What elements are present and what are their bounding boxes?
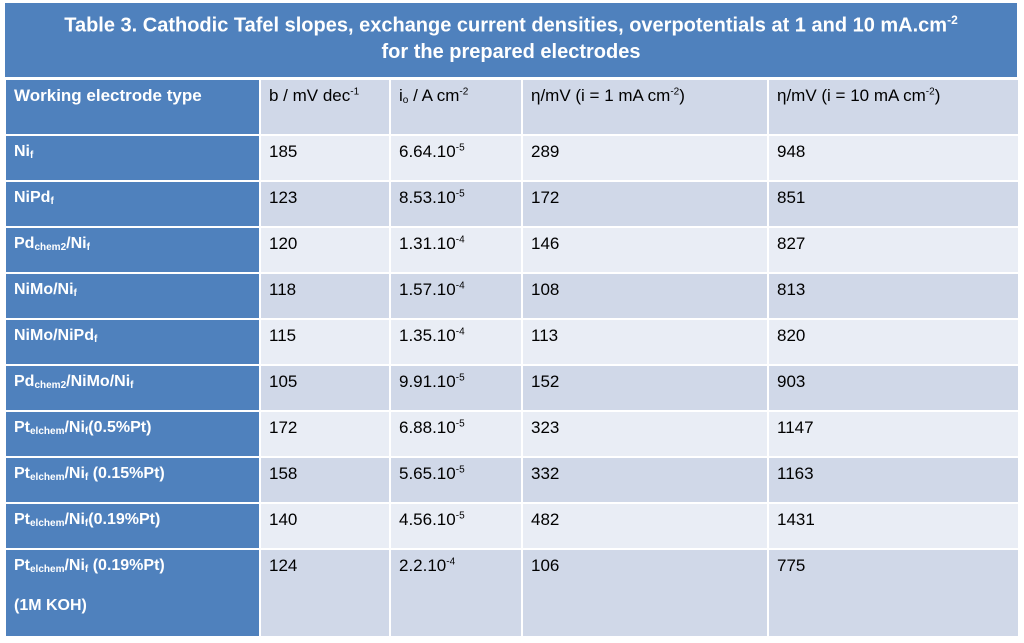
table-row: Ptelchem/Nif(0.5%Pt) 172 6.88.10-5 323 1147 [4, 410, 1020, 458]
overpotential-1-cell: 323 [521, 410, 769, 458]
overpotential-1-cell: 482 [521, 502, 769, 550]
exchange-current-cell: 6.88.10-5 [389, 410, 523, 458]
header-tafel-slope: b / mV dec-1 [259, 78, 391, 136]
overpotential-1-cell: 113 [521, 318, 769, 366]
exchange-current-cell: 5.65.10-5 [389, 456, 523, 504]
table-row: Pdchem2/NiMo/Nif 105 9.91.10-5 152 903 [4, 364, 1020, 412]
data-table: Working electrode type b / mV dec-1 io /… [4, 78, 1020, 638]
exchange-current-cell: 9.91.10-5 [389, 364, 523, 412]
tafel-slope-cell: 123 [259, 180, 391, 228]
tafel-slope-cell: 118 [259, 272, 391, 320]
electrode-cell: Pdchem2/NiMo/Nif [4, 364, 261, 412]
overpotential-10-cell: 1163 [767, 456, 1020, 504]
electrode-cell: NiPdf [4, 180, 261, 228]
table-row: Nif 185 6.64.10-5 289 948 [4, 134, 1020, 182]
tafel-slope-cell: 172 [259, 410, 391, 458]
electrode-cell: Ptelchem/Nif (0.19%Pt) (1M KOH) [4, 548, 261, 638]
overpotential-1-cell: 172 [521, 180, 769, 228]
exchange-current-cell: 8.53.10-5 [389, 180, 523, 228]
electrode-cell: Ptelchem/Nif(0.5%Pt) [4, 410, 261, 458]
tafel-slope-cell: 124 [259, 548, 391, 638]
electrode-cell: NiMo/NiPdf [4, 318, 261, 366]
header-overpotential-1: η/mV (i = 1 mA cm-2) [521, 78, 769, 136]
table-row: NiMo/NiPdf 115 1.35.10-4 113 820 [4, 318, 1020, 366]
tafel-slope-cell: 185 [259, 134, 391, 182]
electrode-note: (1M KOH) [14, 597, 87, 614]
overpotential-10-cell: 851 [767, 180, 1020, 228]
table-row: NiMo/Nif 118 1.57.10-4 108 813 [4, 272, 1020, 320]
overpotential-1-cell: 106 [521, 548, 769, 638]
tafel-slope-cell: 115 [259, 318, 391, 366]
table-row: Ptelchem/Nif (0.15%Pt) 158 5.65.10-5 332 116… [4, 456, 1020, 504]
tafel-slope-cell: 158 [259, 456, 391, 504]
electrode-cell: Nif [4, 134, 261, 182]
header-row: Working electrode type b / mV dec-1 io /… [4, 78, 1020, 136]
exchange-current-cell: 1.57.10-4 [389, 272, 523, 320]
header-overpotential-10: η/mV (i = 10 mA cm-2) [767, 78, 1020, 136]
overpotential-1-cell: 289 [521, 134, 769, 182]
exchange-current-cell: 4.56.10-5 [389, 502, 523, 550]
table-row: Pdchem2/Nif 120 1.31.10-4 146 827 [4, 226, 1020, 274]
overpotential-1-cell: 108 [521, 272, 769, 320]
title-line1-sup: -2 [947, 13, 958, 27]
overpotential-1-cell: 146 [521, 226, 769, 274]
table-title: Table 3. Cathodic Tafel slopes, exchange… [4, 2, 1018, 78]
overpotential-10-cell: 948 [767, 134, 1020, 182]
electrode-cell: Pdchem2/Nif [4, 226, 261, 274]
overpotential-10-cell: 1147 [767, 410, 1020, 458]
header-exchange-current: io / A cm-2 [389, 78, 523, 136]
header-electrode-type: Working electrode type [4, 78, 261, 136]
tafel-slope-cell: 140 [259, 502, 391, 550]
overpotential-10-cell: 827 [767, 226, 1020, 274]
exchange-current-cell: 1.31.10-4 [389, 226, 523, 274]
title-line1: Table 3. Cathodic Tafel slopes, exchange… [64, 14, 948, 37]
table-row: NiPdf 123 8.53.10-5 172 851 [4, 180, 1020, 228]
overpotential-10-cell: 1431 [767, 502, 1020, 550]
overpotential-10-cell: 813 [767, 272, 1020, 320]
electrode-cell: Ptelchem/Nif(0.19%Pt) [4, 502, 261, 550]
tafel-slope-cell: 105 [259, 364, 391, 412]
title-line2: for the prepared electrodes [381, 40, 641, 63]
table-row: Ptelchem/Nif (0.19%Pt) (1M KOH) 124 2.2.10-… [4, 548, 1020, 638]
exchange-current-cell: 6.64.10-5 [389, 134, 523, 182]
overpotential-1-cell: 152 [521, 364, 769, 412]
overpotential-10-cell: 820 [767, 318, 1020, 366]
table-row: Ptelchem/Nif(0.19%Pt) 140 4.56.10-5 482 1431 [4, 502, 1020, 550]
exchange-current-cell: 2.2.10-4 [389, 548, 523, 638]
electrode-cell: NiMo/Nif [4, 272, 261, 320]
table-figure: Table 3. Cathodic Tafel slopes, exchange… [4, 2, 1020, 638]
electrode-cell: Ptelchem/Nif (0.15%Pt) [4, 456, 261, 504]
overpotential-10-cell: 903 [767, 364, 1020, 412]
overpotential-1-cell: 332 [521, 456, 769, 504]
exchange-current-cell: 1.35.10-4 [389, 318, 523, 366]
tafel-slope-cell: 120 [259, 226, 391, 274]
overpotential-10-cell: 775 [767, 548, 1020, 638]
